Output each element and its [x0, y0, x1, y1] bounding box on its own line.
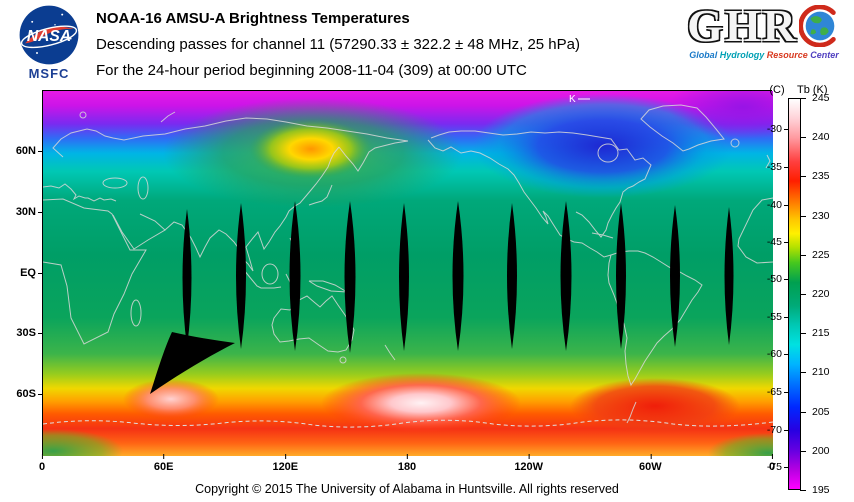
- data-gap-stripes: [150, 201, 734, 394]
- temperature-anomalies: [43, 91, 773, 456]
- nasa-wordmark: NASA: [27, 28, 71, 45]
- ghrc-tagline-word: Center: [810, 49, 839, 60]
- ghrc-tagline-word: Hydrology: [719, 49, 765, 60]
- kelvin-tick-label: 215: [800, 327, 830, 340]
- lon-tick-label: 60W: [638, 454, 662, 473]
- kelvin-tick-label: 195: [800, 484, 830, 496]
- ghrc-letters: GHR: [687, 0, 798, 51]
- kelvin-tick-label: 220: [800, 288, 830, 300]
- celsius-tick-label: -40: [766, 198, 790, 211]
- celsius-tick-label: -55: [766, 311, 790, 324]
- kelvin-tick-label: 225: [800, 248, 830, 261]
- msfc-label: MSFC: [28, 66, 70, 81]
- celsius-tick-label: -70: [766, 423, 790, 436]
- subtitle-channel: Descending passes for channel 11 (57290.…: [96, 36, 580, 53]
- page-title: NOAA-16 AMSU-A Brightness Temperatures: [96, 10, 410, 27]
- plot-titles: NOAA-16 AMSU-A Brightness Temperatures D…: [96, 0, 676, 88]
- lon-tick-label: 0: [38, 454, 46, 473]
- lon-tick-label: 60E: [153, 454, 174, 473]
- data-gap-wedge: [150, 332, 235, 394]
- ghrc-logo-block: GHR Global Hydrology Resource Center: [678, 0, 850, 60]
- antarctica-coast: [43, 419, 773, 428]
- colorbar-celsius-header: (C): [769, 84, 785, 96]
- kelvin-tick-label: 210: [800, 366, 830, 379]
- brightness-temperature-map: K: [42, 90, 773, 456]
- map-heatmap-canvas: K: [43, 91, 773, 456]
- lat-tick-label: 60S: [16, 388, 43, 401]
- ghrc-tagline: Global Hydrology Resource Center: [678, 50, 850, 60]
- kelvin-tick-label: 200: [800, 444, 830, 457]
- lon-tick-label: 120E: [272, 454, 299, 473]
- colorbar-celsius-scale: -30 -35 -40 -45 -50 -55 -60 -65 -70 -75: [744, 98, 790, 490]
- colorbar-kelvin-header: Tb (K): [797, 84, 828, 96]
- lon-tick-label: 180: [397, 454, 417, 473]
- nasa-meatball-icon: NASA: [19, 5, 79, 65]
- colorbar-kelvin-scale: 245 240 235 230 225 220 215 210 205 200 …: [800, 92, 852, 496]
- latitude-axis: 60N 30N EQ 30S 60S: [4, 90, 44, 455]
- celsius-tick-label: -60: [766, 348, 790, 361]
- celsius-tick-label: -65: [766, 386, 790, 398]
- longitude-axis: 0 60E 120E 180 120W 60W 0: [38, 454, 776, 475]
- kelvin-tick-label: 205: [800, 405, 830, 418]
- nasa-logo-block: NASA MSFC: [10, 5, 88, 81]
- celsius-tick-label: -45: [766, 235, 790, 248]
- lon-tick-label: 0: [768, 454, 776, 473]
- lat-tick-label: 30S: [16, 327, 43, 340]
- copyright-notice: Copyright © 2015 The University of Alaba…: [195, 482, 619, 496]
- celsius-tick-label: -35: [766, 160, 790, 173]
- lon-tick-label: 120W: [514, 454, 544, 473]
- lat-tick-label: 60N: [15, 144, 44, 157]
- ghrc-tagline-word: Resource: [766, 49, 808, 60]
- celsius-tick-label: -50: [766, 273, 790, 286]
- celsius-tick-label: -75: [766, 460, 790, 473]
- ghrc-globe-c-icon: [798, 4, 836, 47]
- kelvin-tick-label: 240: [800, 131, 830, 144]
- kelvin-tick-label: 230: [800, 209, 830, 222]
- lat-tick-label: 30N: [15, 205, 44, 218]
- ghrc-tagline-word: Global: [689, 49, 718, 60]
- subtitle-period: For the 24-hour period beginning 2008-11…: [96, 62, 527, 79]
- lat-tick-label: EQ: [20, 266, 43, 279]
- coastlines: [43, 104, 773, 424]
- map-unit-marker: K: [569, 94, 576, 105]
- celsius-tick-label: -30: [766, 123, 790, 136]
- kelvin-tick-label: 235: [800, 170, 830, 183]
- kelvin-tick-label: 245: [800, 92, 830, 104]
